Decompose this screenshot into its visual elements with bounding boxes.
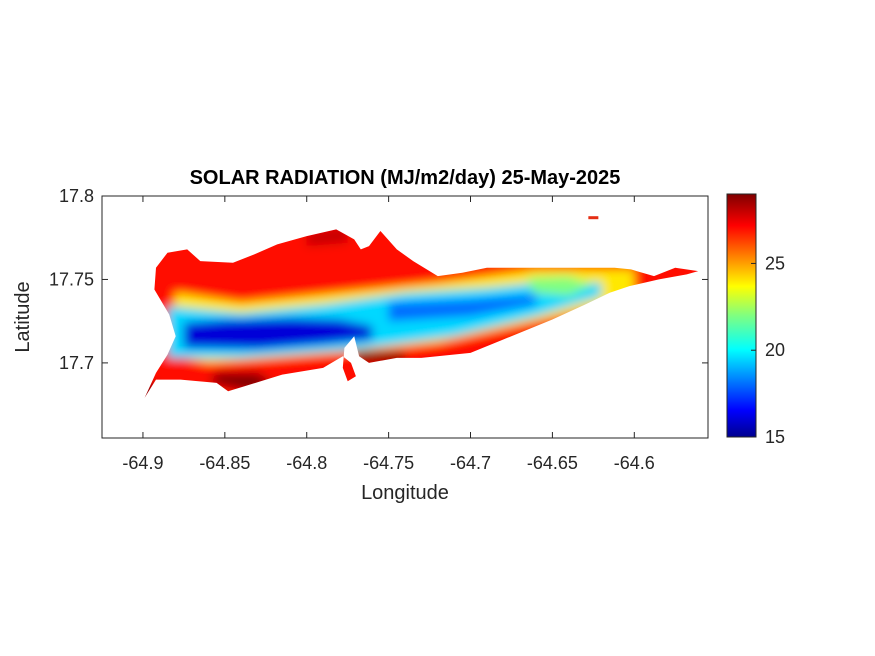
field-band-ridge-west — [183, 317, 373, 350]
x-tick-label: -64.7 — [450, 453, 491, 473]
y-tick-label: 17.7 — [59, 353, 94, 373]
field-band-ridge-east — [388, 294, 536, 322]
colorbar-ticks: 15 20 25 — [751, 253, 785, 447]
y-tick-label: 17.8 — [59, 186, 94, 206]
offshore-islet — [588, 216, 599, 220]
colorbar-tick-label: 25 — [765, 253, 785, 273]
field-band-north-extreme — [306, 229, 348, 247]
axes-box — [101, 195, 709, 439]
x-tick-label: -64.6 — [614, 453, 655, 473]
x-tick-label: -64.9 — [122, 453, 163, 473]
field-band-east-interior — [527, 276, 594, 297]
x-tick-label: -64.8 — [286, 453, 327, 473]
x-tick-label: -64.65 — [527, 453, 578, 473]
x-axis-label: Longitude — [361, 482, 449, 504]
y-tick-label: 17.75 — [49, 269, 94, 289]
colorbar-tick-label: 15 — [765, 427, 785, 447]
x-axis-ticks: -64.9 -64.85 -64.8 -64.75 -64.7 -64.65 -64.6 — [122, 196, 655, 473]
colorbar-gradient — [726, 193, 757, 438]
x-tick-label: -64.75 — [363, 453, 414, 473]
chart-title: SOLAR RADIATION (MJ/m2/day) 25-May-2025 — [190, 167, 621, 189]
y-axis-label: Latitude — [12, 281, 34, 352]
map-plot-area — [101, 195, 709, 439]
x-tick-label: -64.85 — [199, 453, 250, 473]
colorbar: 15 20 25 — [726, 193, 785, 447]
y-axis-ticks: 17.8 17.75 17.7 — [49, 186, 708, 373]
colorbar-tick-label: 20 — [765, 340, 785, 360]
